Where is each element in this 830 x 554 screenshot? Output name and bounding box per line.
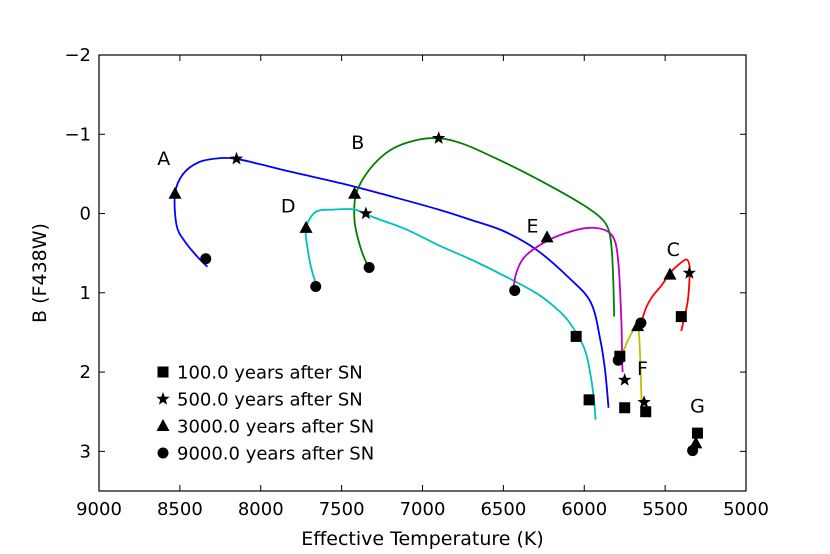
point-extra-star	[618, 373, 632, 386]
series-line-C	[640, 258, 691, 332]
point-extra-square	[570, 330, 582, 342]
point-F-circle	[612, 354, 624, 366]
point-D-triangle	[299, 220, 313, 233]
point-D-circle	[310, 280, 322, 292]
point-A-triangle	[168, 186, 182, 199]
point-C-triangle	[663, 267, 677, 280]
point-E-triangle	[540, 230, 554, 243]
point-F-triangle	[631, 319, 645, 332]
x-tick-label: 6000	[561, 499, 607, 520]
y-tick-label: 1	[80, 283, 91, 304]
x-tick-label: 8500	[157, 499, 203, 520]
point-extra-square	[583, 394, 595, 406]
curve-label-G: G	[690, 395, 705, 417]
y-axis-ticks: −2 −1 0 1 2 3	[64, 45, 746, 462]
point-F-square	[640, 406, 652, 418]
curve-label-F: F	[637, 358, 648, 380]
point-D-star	[359, 206, 373, 220]
curve-label-A: A	[157, 148, 170, 170]
curve-label-C: C	[667, 239, 680, 261]
point-F-star	[637, 395, 651, 408]
series-line-B	[353, 137, 616, 317]
curve-labels: A B C D E F G	[157, 132, 705, 417]
series-line-E	[512, 226, 624, 373]
point-A-circle	[200, 253, 212, 265]
point-B-triangle	[348, 186, 362, 199]
legend-marker-triangle	[156, 419, 170, 431]
legend-marker-circle	[157, 447, 169, 459]
point-G-circle	[687, 445, 699, 457]
curve-label-E: E	[526, 215, 538, 237]
legend: 100.0 years after SN 500.0 years after SN…	[156, 363, 374, 465]
legend-marker-square	[157, 366, 169, 378]
point-G-square	[691, 427, 703, 439]
x-tick-label: 8000	[238, 499, 284, 520]
legend-label: 3000.0 years after SN	[177, 417, 374, 438]
legend-label: 500.0 years after SN	[177, 390, 363, 411]
y-tick-label: 3	[80, 441, 91, 462]
point-B-star	[432, 131, 446, 144]
y-axis-label: B (F438W)	[29, 223, 51, 323]
x-tick-label: 7000	[400, 499, 446, 520]
x-tick-label: 6500	[480, 499, 526, 520]
x-axis-ticks: 9000 8500 8000 7500 7000 6500 6000 5500 5000	[76, 55, 769, 520]
point-E-circle	[509, 284, 521, 296]
x-axis-label: Effective Temperature (K)	[301, 528, 544, 550]
legend-label: 100.0 years after SN	[177, 363, 363, 384]
series-line-A	[173, 156, 610, 408]
y-tick-label: −2	[64, 45, 91, 66]
legend-marker-star	[156, 392, 170, 405]
y-tick-label: 2	[80, 362, 91, 383]
x-tick-label: 5500	[642, 499, 688, 520]
point-B-circle	[363, 261, 375, 273]
curve-label-D: D	[281, 196, 296, 218]
point-A-star	[229, 151, 244, 165]
y-tick-label: −1	[64, 124, 91, 145]
point-C-star	[682, 266, 696, 279]
x-tick-label: 9000	[76, 499, 122, 520]
series-markers	[168, 131, 703, 457]
point-C-square	[675, 311, 687, 323]
point-extra-square	[619, 402, 631, 414]
x-tick-label: 7500	[319, 499, 365, 520]
legend-label: 9000.0 years after SN	[177, 444, 374, 465]
y-tick-label: 0	[80, 204, 91, 225]
x-tick-label: 5000	[723, 499, 769, 520]
curve-label-B: B	[351, 132, 364, 154]
